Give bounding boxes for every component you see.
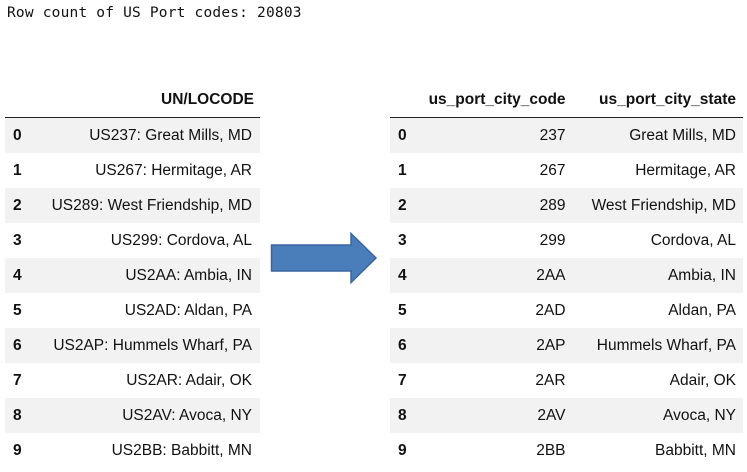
unlocode-cell: US2AA: Ambia, IN [125, 266, 252, 284]
table-row: 7 2AR Adair, OK [390, 363, 743, 398]
unlocode-cell: US2BB: Babbitt, MN [111, 441, 252, 459]
split-port-dataframe: us_port_city_code us_port_city_state 0 23… [390, 82, 743, 468]
city-code-cell: 2AA [536, 266, 566, 284]
row-count-text: Row count of US Port codes: 20803 [7, 5, 302, 21]
table-row: 4 US2AA: Ambia, IN [5, 258, 260, 293]
unlocode-dataframe: UN/LOCODE 0 US237: Great Mills, MD 1 US267:… [5, 82, 260, 468]
unlocode-cell: US2AD: Aldan, PA [124, 301, 252, 319]
unlocode-cell: US267: Hermitage, AR [95, 161, 252, 179]
unlocode-cell: US2AR: Adair, OK [126, 371, 252, 389]
row-index: 1 [398, 161, 407, 179]
row-index: 7 [398, 371, 407, 389]
unlocode-cell: US237: Great Mills, MD [89, 126, 252, 144]
table-row: 4 2AA Ambia, IN [390, 258, 743, 293]
city-state-cell: Cordova, AL [650, 231, 736, 249]
row-index: 1 [13, 161, 22, 179]
table-row: 9 US2BB: Babbitt, MN [5, 433, 260, 468]
column-header-unlocode: UN/LOCODE [29, 82, 260, 118]
table-header-row: UN/LOCODE [5, 82, 260, 118]
row-index: 5 [398, 301, 407, 319]
unlocode-cell: US289: West Friendship, MD [51, 196, 252, 214]
row-index: 0 [398, 126, 407, 144]
index-header [390, 82, 415, 118]
row-index: 8 [398, 406, 407, 424]
city-code-cell: 299 [539, 231, 566, 249]
city-state-cell: Avoca, NY [663, 406, 736, 424]
row-index: 3 [398, 231, 407, 249]
city-state-cell: Great Mills, MD [629, 126, 736, 144]
city-state-cell: Adair, OK [669, 371, 736, 389]
row-index: 0 [13, 126, 22, 144]
city-state-cell: Hermitage, AR [635, 161, 736, 179]
row-index: 6 [13, 336, 22, 354]
table-row: 0 237 Great Mills, MD [390, 117, 743, 153]
city-code-cell: 267 [539, 161, 566, 179]
table-row: 9 2BB Babbitt, MN [390, 433, 743, 468]
table-row: 6 US2AP: Hummels Wharf, PA [5, 328, 260, 363]
row-index: 9 [13, 441, 22, 459]
table-row: 1 US267: Hermitage, AR [5, 153, 260, 188]
row-index: 8 [13, 406, 22, 424]
unlocode-cell: US299: Cordova, AL [110, 231, 252, 249]
table-row: 0 US237: Great Mills, MD [5, 117, 260, 153]
city-state-cell: Hummels Wharf, PA [596, 336, 736, 354]
unlocode-cell: US2AV: Avoca, NY [122, 406, 252, 424]
table-header-row: us_port_city_code us_port_city_state [390, 82, 743, 118]
table-row: 2 289 West Friendship, MD [390, 188, 743, 223]
table-row: 7 US2AR: Adair, OK [5, 363, 260, 398]
table-row: 8 US2AV: Avoca, NY [5, 398, 260, 433]
table-row: 8 2AV Avoca, NY [390, 398, 743, 433]
table-row: 3 US299: Cordova, AL [5, 223, 260, 258]
city-state-cell: Aldan, PA [668, 301, 736, 319]
row-index: 2 [398, 196, 407, 214]
table-row: 5 US2AD: Aldan, PA [5, 293, 260, 328]
city-state-cell: West Friendship, MD [591, 196, 736, 214]
row-index: 7 [13, 371, 22, 389]
city-code-cell: 289 [539, 196, 566, 214]
row-index: 2 [13, 196, 22, 214]
row-index: 6 [398, 336, 407, 354]
column-header-us-port-city-code: us_port_city_code [414, 82, 573, 118]
city-code-cell: 2AR [535, 371, 566, 389]
column-header-us-port-city-state: us_port_city_state [572, 82, 743, 118]
city-state-cell: Ambia, IN [667, 266, 736, 284]
row-index: 3 [13, 231, 22, 249]
table-row: 5 2AD Aldan, PA [390, 293, 743, 328]
table-row: 1 267 Hermitage, AR [390, 153, 743, 188]
index-header [5, 82, 30, 118]
right-arrow-icon [270, 232, 378, 284]
row-index: 4 [13, 266, 22, 284]
table-row: 2 US289: West Friendship, MD [5, 188, 260, 223]
city-code-cell: 237 [539, 126, 566, 144]
row-index: 4 [398, 266, 407, 284]
unlocode-cell: US2AP: Hummels Wharf, PA [53, 336, 252, 354]
city-state-cell: Babbitt, MN [655, 441, 736, 459]
table-row: 6 2AP Hummels Wharf, PA [390, 328, 743, 363]
row-index: 5 [13, 301, 22, 319]
city-code-cell: 2BB [536, 441, 566, 459]
city-code-cell: 2AD [535, 301, 566, 319]
city-code-cell: 2AP [536, 336, 566, 354]
row-index: 9 [398, 441, 407, 459]
table-row: 3 299 Cordova, AL [390, 223, 743, 258]
city-code-cell: 2AV [537, 406, 566, 424]
